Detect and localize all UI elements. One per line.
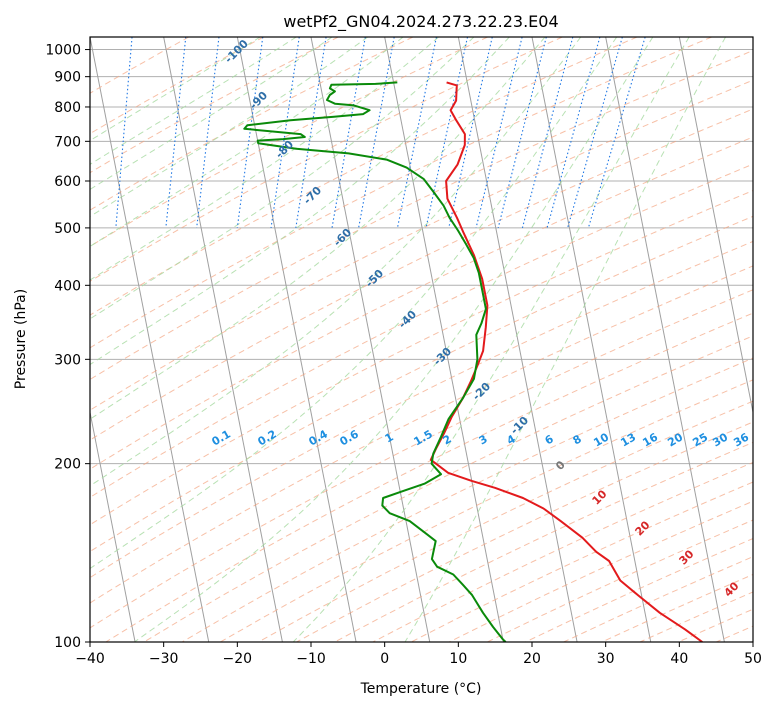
y-tick-label: 100 [54, 635, 81, 651]
isotherm-line [163, 37, 283, 642]
moist-adiabats [90, 37, 727, 642]
x-tick-label: 50 [744, 651, 762, 667]
dry-adiabat-line [90, 37, 190, 94]
mixing-ratio-line [567, 37, 623, 229]
dry-adiabats [90, 37, 753, 642]
mixing-ratio-line [425, 37, 469, 229]
isotherm-line [236, 37, 357, 642]
moist-adiabat-line [134, 37, 654, 642]
x-tick-label: 0 [380, 651, 389, 667]
mixing-ratio-line [295, 37, 327, 228]
moist-adiabat-line [90, 37, 546, 420]
y-tick-label: 400 [54, 278, 81, 294]
dry-adiabat-line [90, 289, 753, 629]
x-tick-label: −40 [75, 651, 105, 667]
y-tick-label: 900 [54, 70, 81, 86]
x-tick-label: 20 [523, 651, 541, 667]
plot-area: -100-90-80-70-60-50-40-30-20-100.1 0.2 0.4… [90, 37, 753, 642]
mixing-ratio-line [331, 37, 366, 228]
dry-adiabat-line [90, 37, 414, 211]
dry-adiabat-line [90, 265, 753, 604]
dewpoint-profile-line [243, 81, 507, 642]
moist-adiabat-line [90, 37, 475, 320]
y-tick-label: 600 [54, 174, 81, 190]
y-tick-label: 700 [54, 134, 81, 150]
dry-adiabat-line [90, 79, 753, 411]
isotherm-line [310, 37, 431, 642]
x-tick-label: 30 [597, 651, 615, 667]
mixing-ratio-lines [115, 37, 646, 229]
dry-adiabat-line [90, 190, 753, 526]
isotherm-line [90, 409, 136, 642]
mixing-ratio-line [448, 37, 493, 229]
dry-adiabat-line [143, 335, 753, 642]
isotherm-line [90, 37, 210, 642]
mixing-ratio-line [497, 37, 547, 229]
x-tick-label: −20 [223, 651, 253, 667]
y-tick-label: 300 [54, 352, 81, 368]
mixing-ratio-line [358, 37, 395, 228]
isotherm-line [605, 37, 725, 642]
sounding-profiles [243, 81, 703, 642]
moist-adiabat-line [90, 37, 582, 487]
x-tick-label: 10 [449, 651, 467, 667]
dry-adiabat-line [90, 37, 712, 349]
plot-frame [89, 36, 754, 643]
y-axis: 100 200 300 400 500 600 700 800 900 1000 [45, 43, 90, 651]
dry-adiabat-line [90, 50, 753, 381]
chart-title: wetPf2_GN04.2024.273.22.23.E04 [283, 12, 558, 32]
dry-adiabat-line [90, 37, 563, 282]
y-tick-label: 800 [54, 100, 81, 116]
x-axis-label: Temperature (°C) [360, 681, 482, 697]
mixing-ratio-line [396, 37, 437, 229]
moist-adiabat-line [90, 37, 261, 142]
isobar-gridlines [90, 49, 753, 642]
x-tick-label: −30 [149, 651, 179, 667]
moist-adiabat-line [404, 37, 727, 642]
dry-adiabat-line [90, 37, 339, 174]
mixing-ratio-line [546, 37, 601, 229]
isotherm-lines [90, 37, 753, 642]
y-tick-label: 500 [54, 221, 81, 237]
x-axis: −40 −30 −20 −10 0 10 20 30 40 50 [75, 642, 762, 667]
dry-adiabat-line [90, 37, 488, 247]
moist-adiabat-line [90, 37, 439, 281]
moist-adiabat-line [90, 37, 618, 570]
isotherm-line [457, 37, 578, 642]
dry-adiabat-line [90, 163, 753, 498]
moist-adiabat-line [90, 37, 333, 190]
y-tick-label: 1000 [45, 43, 81, 59]
dry-adiabat-line [90, 37, 638, 316]
moist-adiabat-line [90, 37, 297, 165]
moist-adiabat-line [90, 37, 368, 218]
isotherm-line [678, 37, 753, 415]
mixing-ratio-line [196, 37, 220, 228]
dry-adiabat-line [181, 357, 753, 642]
isotherm-line [384, 37, 504, 642]
x-tick-label: 40 [670, 651, 688, 667]
x-tick-label: −10 [296, 651, 326, 667]
mixing-ratio-line [475, 37, 523, 229]
y-axis-label: Pressure (hPa) [13, 289, 29, 389]
y-tick-label: 200 [54, 457, 81, 473]
mixing-ratio-line [587, 37, 646, 229]
mixing-ratio-line [236, 37, 264, 228]
dry-adiabat-line [90, 108, 753, 441]
mixing-ratio-line [521, 37, 574, 229]
